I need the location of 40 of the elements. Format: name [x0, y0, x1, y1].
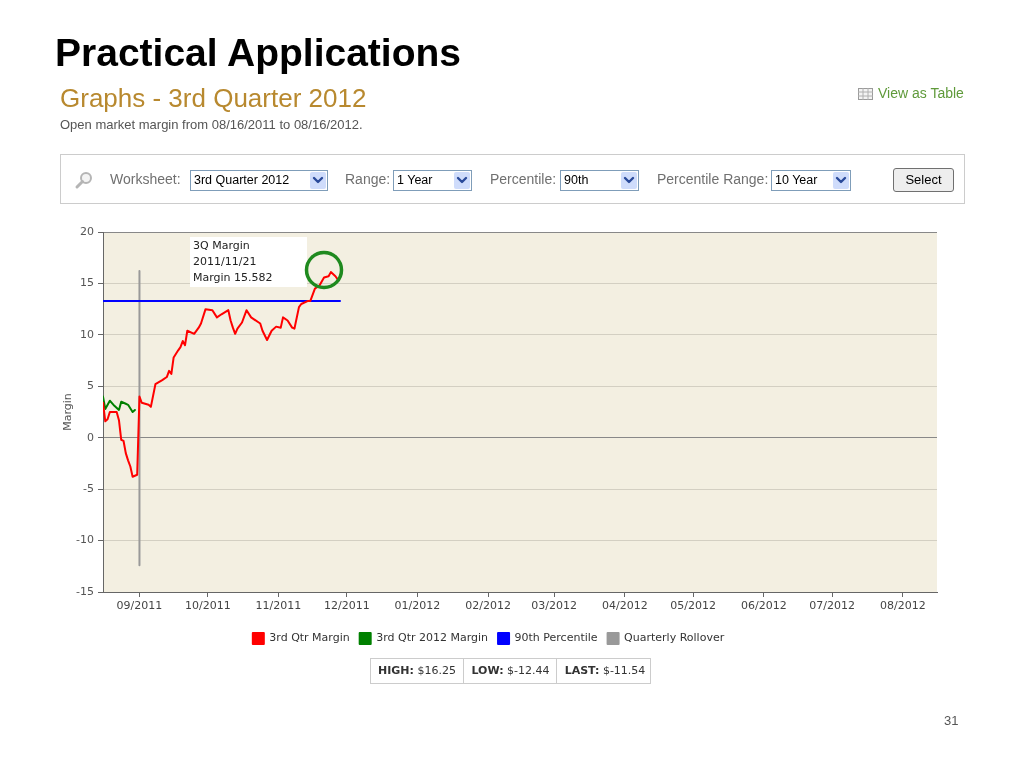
dropdown-field: 90th: [560, 170, 639, 191]
x-tick-label: 12/2011: [323, 599, 370, 613]
y-tick-label: 5: [87, 379, 94, 393]
chart-title: Graphs - 3rd Quarter 2012: [60, 83, 367, 113]
x-tick-label: 04/2012: [601, 599, 648, 613]
y-tick-label: -10: [76, 533, 94, 547]
text: 31: [944, 713, 959, 728]
x-tick-label: 08/2012: [879, 599, 926, 613]
dropdown-field: 10 Year: [771, 170, 851, 191]
y-tick-label: 0: [87, 430, 94, 444]
x-tick-label: 07/2012: [809, 599, 856, 613]
dropdown-field: 3rd Quarter 2012: [190, 170, 328, 191]
text: View as Table: [878, 84, 964, 102]
annotation: 3Q Margin 2011/11/21 Margin 15.582: [193, 238, 273, 286]
text: Percentile:: [490, 170, 557, 189]
y-tick-label: 20: [80, 224, 94, 238]
y-tick-label: 10: [80, 327, 94, 341]
x-tick-label: 10/2011: [184, 599, 231, 613]
y-tick-label: -5: [83, 482, 94, 495]
y-axis-title: Margin: [61, 393, 75, 431]
y-tick-label: -15: [76, 584, 94, 598]
chart-subtitle: Open market margin from 08/16/2011 to 08/16/2012.: [60, 117, 363, 132]
legend-label: 3rd Qtr Margin: [269, 631, 350, 645]
x-tick-label: 05/2012: [670, 599, 717, 613]
legend-label: 3rd Qtr 2012 Margin: [376, 631, 489, 645]
legend-label: 90th Percentile: [514, 631, 598, 645]
text: Percentile Range:: [657, 170, 769, 189]
legend-label: Quarterly Rollover: [624, 631, 725, 645]
y-tick-label: 15: [80, 276, 94, 290]
summary-table: HIGH: $16.25 LOW: $-12.44 LAST: $-11.54: [370, 658, 651, 684]
text: Practical Applications: [55, 31, 462, 74]
x-tick-label: 11/2011: [255, 599, 302, 613]
text: Worksheet:: [110, 170, 181, 189]
text: Range:: [345, 170, 391, 189]
x-tick-label: 09/2011: [116, 599, 163, 613]
x-tick-label: 06/2012: [740, 599, 787, 613]
x-tick-label: 03/2012: [531, 599, 578, 613]
x-tick-label: 02/2012: [465, 599, 511, 613]
dropdown-field: 1 Year: [393, 170, 472, 191]
x-tick-label: 01/2012: [394, 599, 441, 613]
